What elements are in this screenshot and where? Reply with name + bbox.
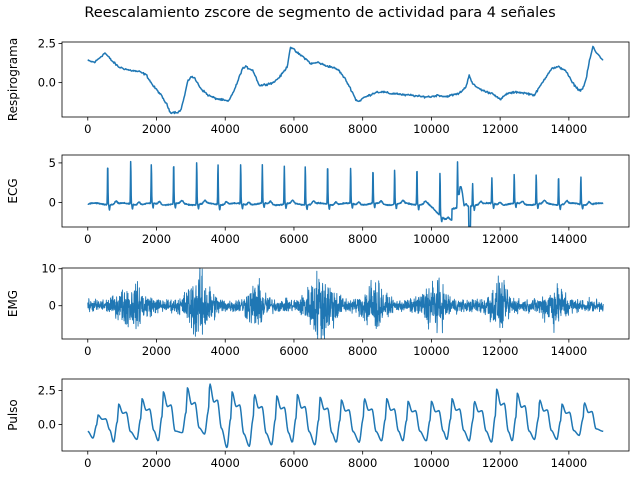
x-tick-label: 12000: [482, 344, 519, 358]
x-tick-label: 12000: [482, 122, 519, 136]
subplot-pulso: 0 2000 4000 6000 8000 10000 12000 14000 0.0 2.5 Pu…: [6, 378, 630, 470]
axes-frame: [61, 267, 630, 340]
y-tick-label: 0: [49, 195, 56, 209]
x-tick-label: 2000: [142, 344, 171, 358]
axes-frame: [61, 41, 630, 118]
x-tick-label: 2000: [142, 122, 171, 136]
x-tick-label: 4000: [211, 122, 240, 136]
x-tick-label: 6000: [279, 456, 308, 470]
y-axis-label: EMG: [6, 290, 20, 317]
x-tick-label: 4000: [211, 232, 240, 246]
series-line-pulso: [87, 383, 604, 449]
x-tick-label: 14000: [551, 122, 588, 136]
y-axis-label: Respirograma: [6, 38, 20, 121]
axes-frame: [61, 154, 630, 228]
y-axis-label: ECG: [6, 178, 20, 203]
y-tick-label: 0: [49, 299, 56, 313]
x-tick-label: 8000: [348, 122, 377, 136]
x-tick-label: 6000: [279, 232, 308, 246]
y-tick-label: 2.5: [38, 384, 56, 398]
y-tick-label: 0.0: [38, 418, 56, 432]
axes-frame: [61, 378, 630, 452]
y-tick-label: 10: [41, 262, 56, 276]
x-tick-label: 0: [84, 344, 91, 358]
x-tick-label: 6000: [279, 122, 308, 136]
x-tick-label: 0: [84, 232, 91, 246]
y-tick-label: 2.5: [38, 37, 56, 51]
x-tick-label: 12000: [482, 232, 519, 246]
subplot-grid: 0 2000 4000 6000 8000 10000 12000 140000.02.5Re…: [6, 37, 630, 470]
x-tick-label: 10000: [413, 456, 450, 470]
x-tick-label: 12000: [482, 456, 519, 470]
subplot-emg: 0 2000 4000 6000 8000 10000 12000 14000 0 10 EMG: [6, 262, 630, 358]
subplot-respirograma: 0 2000 4000 6000 8000 10000 12000 14000 0.0 2.5 Re…: [6, 37, 630, 136]
x-tick-label: 10000: [413, 232, 450, 246]
x-tick-label: 8000: [348, 232, 377, 246]
x-tick-label: 10000: [413, 344, 450, 358]
x-tick-label: 0: [84, 456, 91, 470]
x-tick-label: 6000: [279, 344, 308, 358]
x-tick-label: 8000: [348, 344, 377, 358]
x-tick-label: 14000: [551, 456, 588, 470]
x-tick-label: 4000: [211, 456, 240, 470]
series-line-respirograma: [87, 45, 604, 115]
figure-title: Reescalamiento zscore de segmento de act…: [84, 5, 555, 21]
subplot-ecg: 0 2000 4000 6000 8000 10000 12000 14000 0 5 ECG: [6, 154, 630, 246]
x-tick-label: 4000: [211, 344, 240, 358]
x-tick-label: 2000: [142, 456, 171, 470]
y-tick-label: 0.0: [38, 76, 56, 90]
series-line-ecg: [87, 160, 604, 227]
x-tick-label: 0: [84, 122, 91, 136]
y-tick-label: 5: [49, 156, 56, 170]
x-tick-label: 14000: [551, 344, 588, 358]
x-tick-label: 10000: [413, 122, 450, 136]
x-tick-label: 8000: [348, 456, 377, 470]
x-tick-label: 14000: [551, 232, 588, 246]
x-tick-label: 2000: [142, 232, 171, 246]
y-axis-label: Pulso: [6, 399, 20, 431]
series-line-emg: [87, 268, 604, 339]
